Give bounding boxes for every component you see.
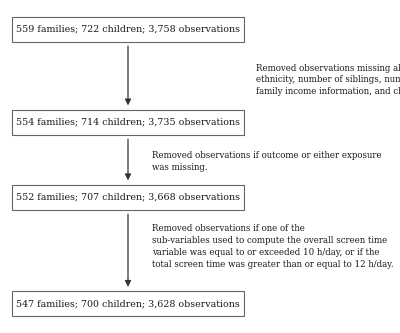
Text: 554 families; 714 children; 3,735 observations: 554 families; 714 children; 3,735 observ… <box>16 118 240 127</box>
FancyBboxPatch shape <box>12 110 244 135</box>
FancyBboxPatch shape <box>12 17 244 42</box>
FancyBboxPatch shape <box>12 291 244 316</box>
Text: Removed observations if one of the
sub-variables used to compute the overall scr: Removed observations if one of the sub-v… <box>152 224 394 269</box>
Text: 547 families; 700 children; 3,628 observations: 547 families; 700 children; 3,628 observ… <box>16 299 240 308</box>
Text: 552 families; 707 children; 3,668 observations: 552 families; 707 children; 3,668 observ… <box>16 193 240 202</box>
Text: 559 families; 722 children; 3,758 observations: 559 families; 722 children; 3,758 observ… <box>16 25 240 34</box>
FancyBboxPatch shape <box>12 185 244 210</box>
Text: Removed observations if outcome or either exposure
was missing.: Removed observations if outcome or eithe… <box>152 151 382 172</box>
Text: Removed observations missing all covariates (child age, sex, maternal
ethnicity,: Removed observations missing all covaria… <box>256 64 400 96</box>
